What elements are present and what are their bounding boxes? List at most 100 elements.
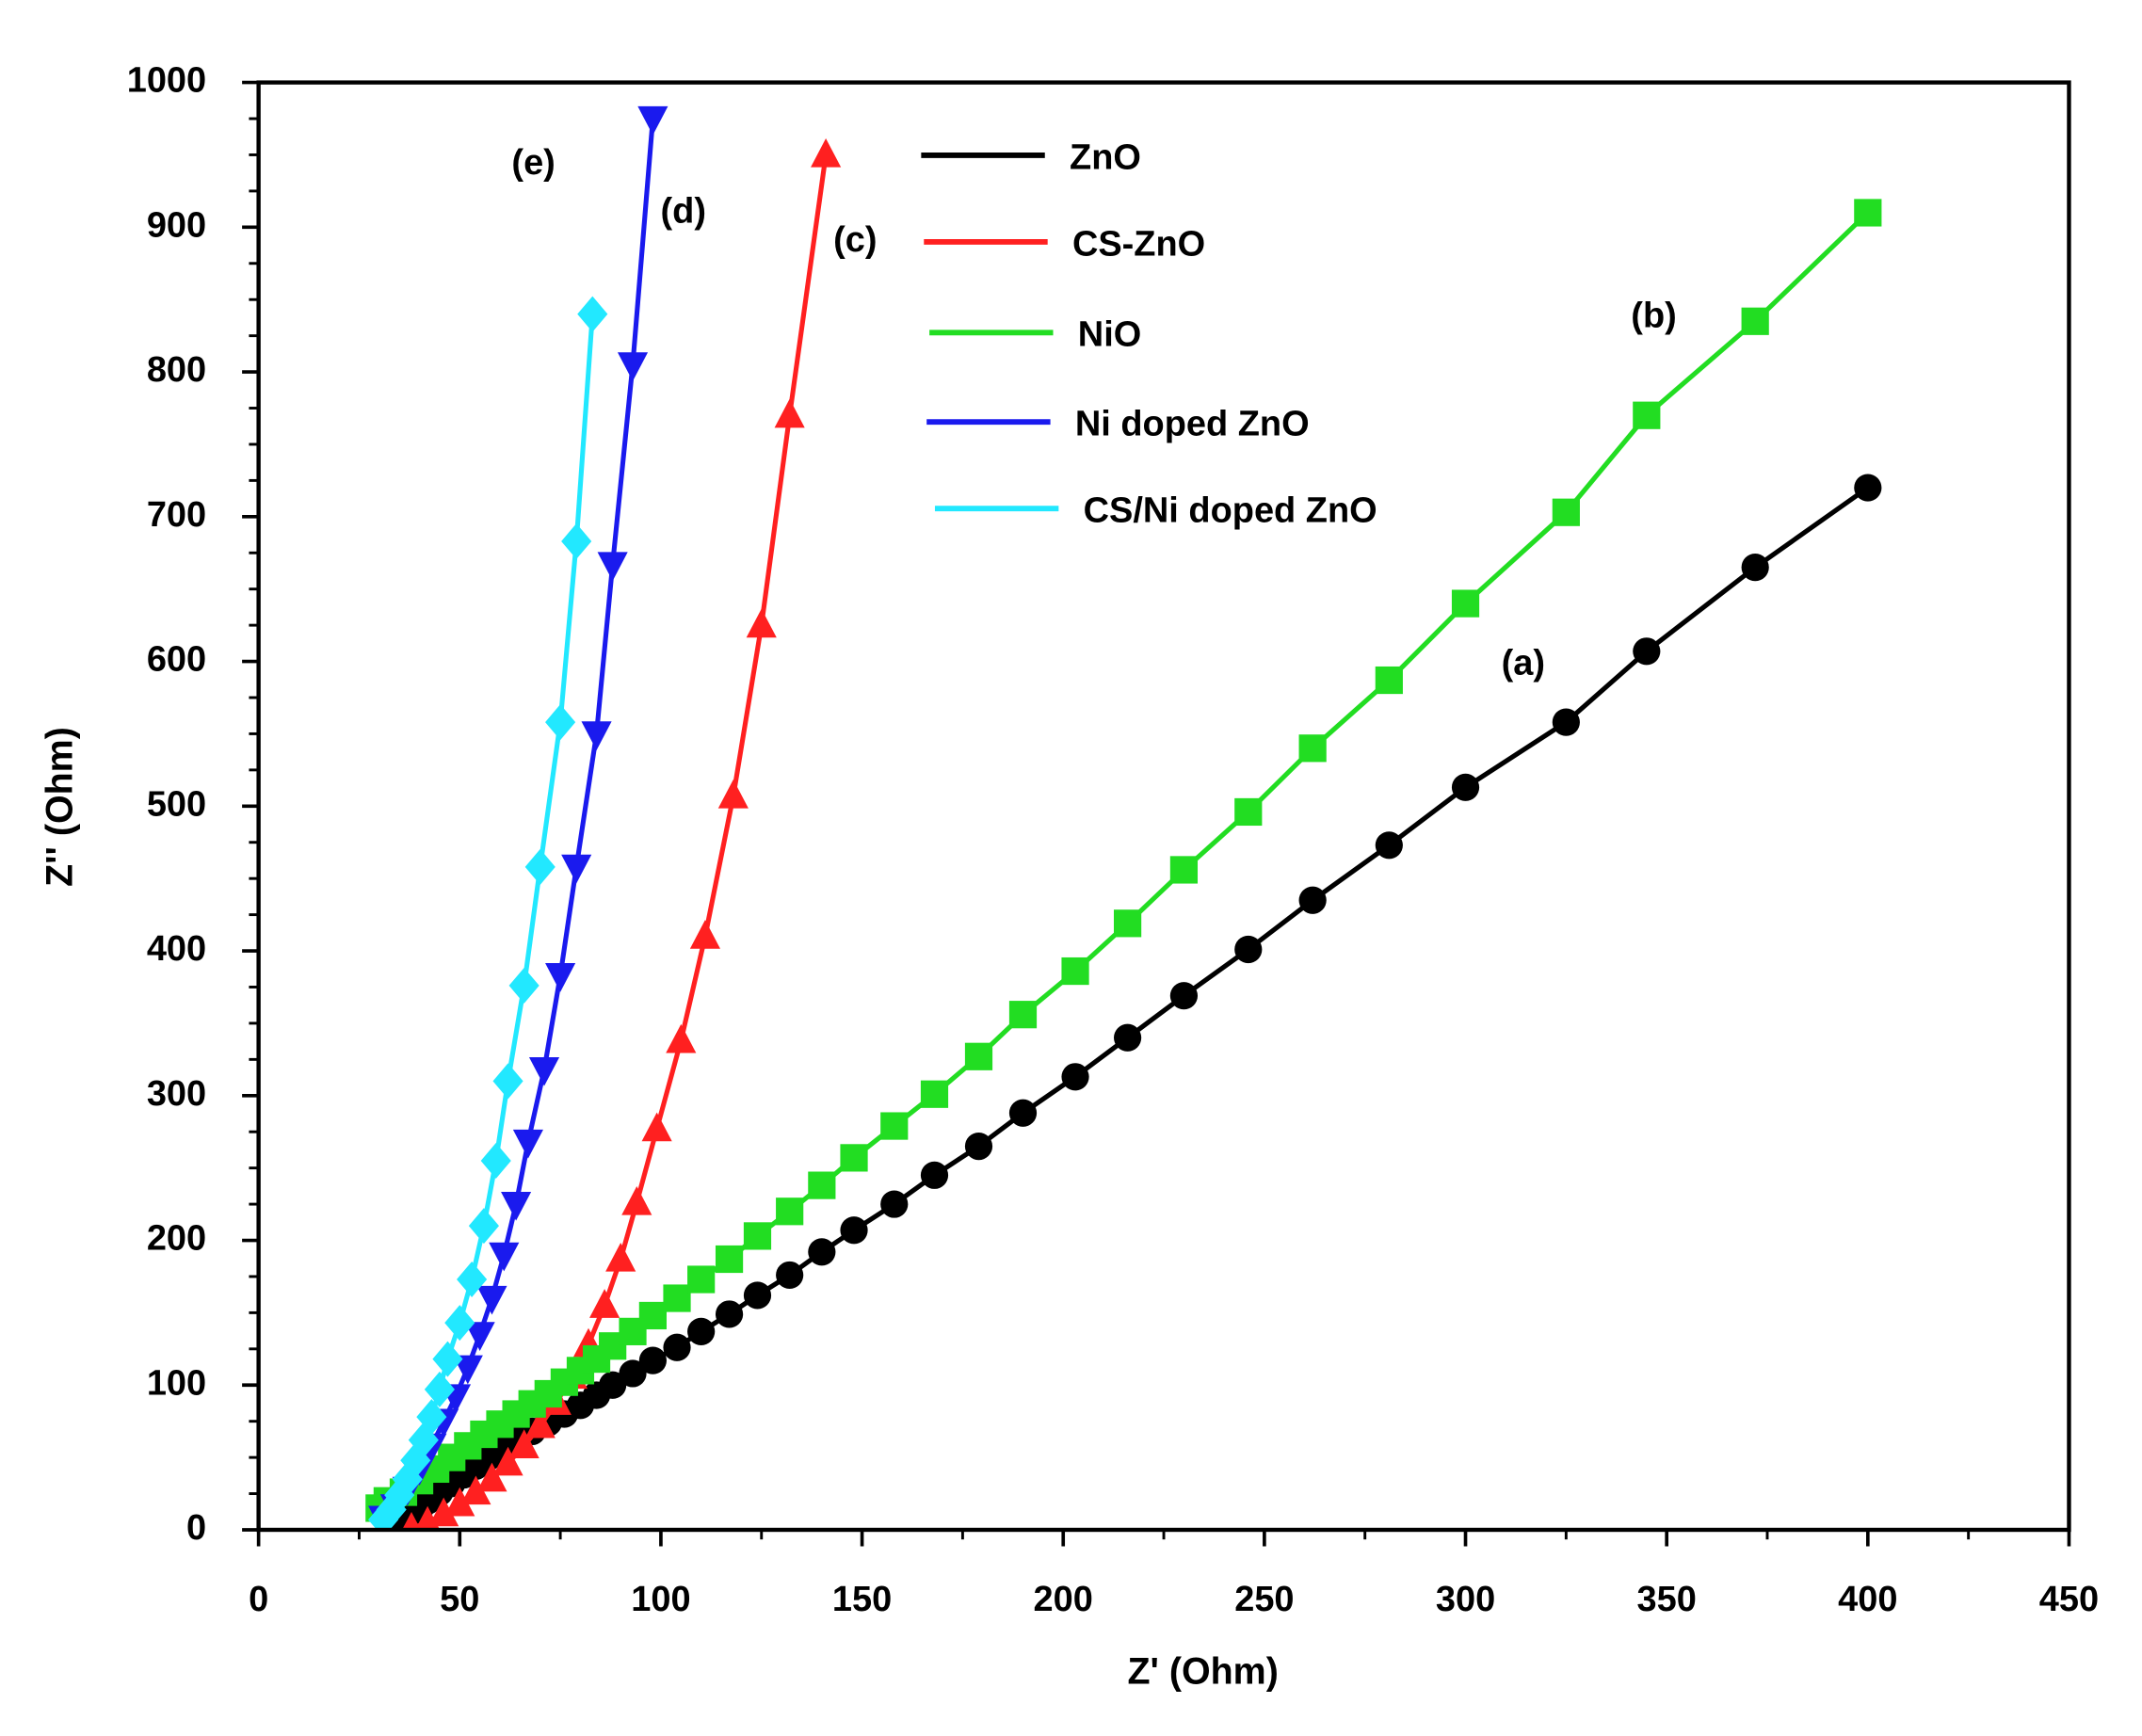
x-tick-label: 0 (249, 1580, 268, 1619)
marker (715, 1245, 744, 1274)
marker (840, 1216, 868, 1245)
marker (1741, 307, 1769, 335)
marker (480, 1142, 511, 1179)
marker (508, 1429, 540, 1458)
marker (774, 398, 805, 428)
y-tick-label: 0 (186, 1508, 206, 1548)
x-tick-label: 50 (440, 1580, 479, 1619)
marker (743, 1281, 772, 1310)
marker (605, 1242, 636, 1272)
marker (808, 1171, 836, 1199)
marker (619, 1359, 647, 1388)
x-tick-label: 350 (1637, 1580, 1697, 1619)
marker (444, 1305, 475, 1342)
marker (489, 1242, 520, 1272)
marker (880, 1112, 909, 1140)
marker (1451, 589, 1480, 618)
x-axis-title: Z' (Ohm) (1127, 1651, 1278, 1693)
y-tick-label: 600 (147, 640, 206, 680)
marker (1552, 498, 1580, 526)
marker (1552, 708, 1580, 736)
marker (776, 1198, 804, 1226)
marker (776, 1261, 804, 1290)
marker (687, 1265, 716, 1294)
y-axis-title: Z'' (Ohm) (39, 727, 80, 887)
marker (432, 1341, 463, 1377)
marker (428, 1497, 459, 1527)
marker (1298, 886, 1327, 914)
marker (1298, 734, 1327, 763)
marker (663, 1333, 691, 1361)
legend-label: NiO (1078, 315, 1141, 355)
marker (1234, 935, 1263, 964)
marker (840, 1144, 868, 1172)
x-tick-label: 150 (832, 1580, 892, 1619)
marker (1113, 909, 1142, 938)
marker (689, 920, 720, 949)
y-tick-label: 500 (147, 784, 206, 824)
marker (1633, 401, 1661, 429)
marker (492, 1063, 523, 1100)
x-tick-label: 450 (2039, 1580, 2099, 1619)
marker (581, 721, 612, 750)
marker (561, 522, 592, 559)
marker (1234, 797, 1263, 827)
plot-area (365, 105, 1882, 1530)
marker (637, 105, 668, 136)
marker (1854, 199, 1882, 227)
marker (464, 1322, 495, 1351)
marker (920, 1080, 949, 1108)
x-tick-label: 300 (1436, 1580, 1495, 1619)
marker (1741, 554, 1769, 582)
legend-label: CS-ZnO (1072, 224, 1205, 264)
marker (617, 352, 649, 381)
marker (1061, 956, 1089, 986)
marker (621, 1186, 652, 1215)
marker (545, 704, 576, 741)
marker (687, 1317, 716, 1345)
marker (1169, 982, 1199, 1010)
y-tick-label: 700 (147, 495, 206, 535)
marker (743, 1222, 772, 1250)
marker (1113, 1023, 1142, 1052)
marker (1008, 1001, 1038, 1029)
marker (1854, 474, 1882, 502)
marker (1633, 637, 1661, 666)
marker (589, 1289, 620, 1318)
marker (746, 608, 777, 638)
y-tick-label: 1000 (127, 61, 206, 101)
marker (457, 1262, 488, 1298)
marker (508, 967, 540, 1004)
marker (402, 1511, 421, 1530)
marker (808, 1238, 836, 1266)
annotation: (d) (661, 191, 706, 231)
marker (545, 963, 576, 992)
marker (476, 1285, 507, 1315)
plot-frame (256, 80, 2071, 1533)
marker (524, 1408, 556, 1439)
marker (1375, 831, 1403, 860)
marker (1008, 1099, 1038, 1127)
marker (717, 780, 749, 809)
marker (666, 1023, 697, 1053)
marker (468, 1208, 499, 1245)
x-tick-label: 100 (631, 1580, 690, 1619)
y-tick-label: 800 (147, 350, 206, 390)
marker (638, 1301, 667, 1330)
legend-label: CS/Ni doped ZnO (1084, 491, 1377, 531)
marker (512, 1129, 543, 1159)
legend-label: Ni doped ZnO (1075, 405, 1310, 444)
x-tick-label: 200 (1034, 1580, 1093, 1619)
annotation: (a) (1502, 644, 1545, 683)
marker (416, 1399, 447, 1436)
x-tick-label: 400 (1838, 1580, 1897, 1619)
x-tick-label: 250 (1234, 1580, 1294, 1619)
marker (460, 1475, 491, 1505)
marker (638, 1346, 667, 1374)
marker (880, 1190, 909, 1218)
y-tick-label: 400 (147, 929, 206, 969)
marker (597, 552, 628, 582)
marker (561, 854, 592, 884)
annotation: (c) (833, 220, 877, 260)
